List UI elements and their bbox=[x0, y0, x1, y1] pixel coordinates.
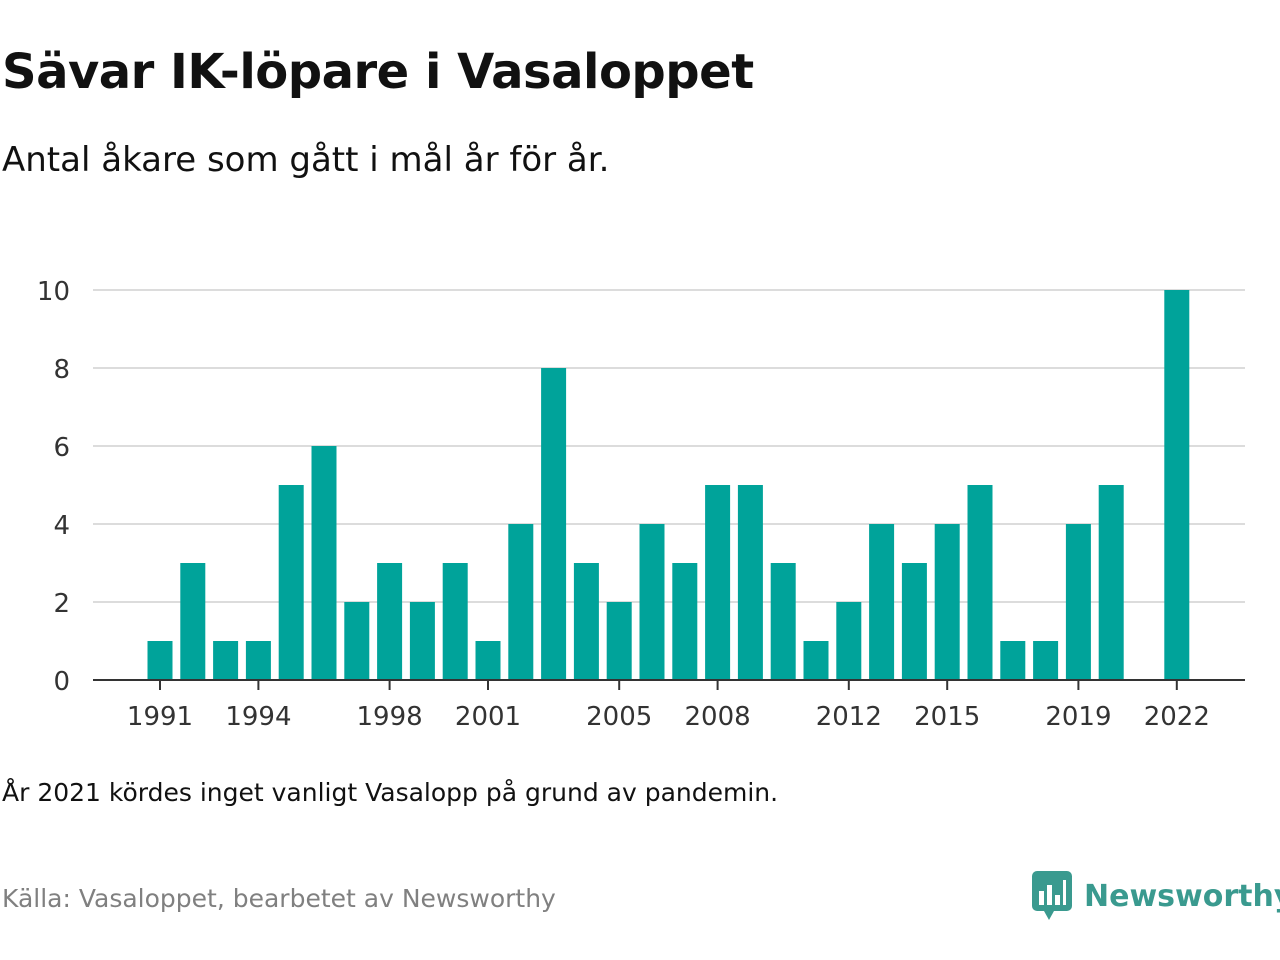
y-tick-label: 6 bbox=[53, 433, 70, 463]
bar bbox=[672, 563, 698, 680]
chart-subtitle: Antal åkare som gått i mål år för år. bbox=[2, 140, 610, 180]
x-tick-label: 1994 bbox=[225, 702, 291, 732]
footnote: År 2021 kördes inget vanligt Vasalopp på… bbox=[2, 778, 779, 807]
bar bbox=[705, 485, 731, 680]
bar bbox=[770, 563, 796, 680]
bar bbox=[344, 602, 370, 680]
x-tick-label: 2015 bbox=[914, 702, 980, 732]
x-tick-label: 2001 bbox=[455, 702, 521, 732]
bar bbox=[409, 602, 435, 680]
source-credit: Källa: Vasaloppet, bearbetet av Newswort… bbox=[2, 884, 556, 913]
bar bbox=[1000, 641, 1026, 680]
y-tick-label: 0 bbox=[53, 667, 70, 697]
x-tick-label: 1991 bbox=[127, 702, 193, 732]
bar bbox=[869, 524, 895, 680]
bar bbox=[1098, 485, 1124, 680]
bar bbox=[901, 563, 927, 680]
bar bbox=[377, 563, 403, 680]
y-tick-label: 8 bbox=[53, 355, 70, 385]
x-tick-label: 2022 bbox=[1144, 702, 1210, 732]
y-tick-label: 2 bbox=[53, 589, 70, 619]
x-tick-label: 2019 bbox=[1045, 702, 1111, 732]
bar bbox=[180, 563, 206, 680]
bar bbox=[639, 524, 665, 680]
bar bbox=[573, 563, 599, 680]
bar bbox=[803, 641, 829, 680]
bar bbox=[213, 641, 239, 680]
bar bbox=[475, 641, 501, 680]
chart-title: Sävar IK-löpare i Vasaloppet bbox=[2, 44, 754, 100]
bar bbox=[1065, 524, 1091, 680]
bar bbox=[508, 524, 534, 680]
x-tick-label: 2012 bbox=[816, 702, 882, 732]
bar bbox=[836, 602, 862, 680]
brand-name: Newsworthy bbox=[1084, 878, 1280, 914]
bar bbox=[278, 485, 304, 680]
x-tick-label: 2008 bbox=[685, 702, 751, 732]
bar bbox=[1164, 290, 1190, 680]
bar bbox=[967, 485, 993, 680]
bar bbox=[442, 563, 468, 680]
bar-chart: 0 2 4 6 8 10 1991 1994 1998 2001 2005 2008 2012 2015 2… bbox=[37, 277, 1245, 732]
bar bbox=[737, 485, 763, 680]
bar bbox=[541, 368, 567, 680]
bar bbox=[311, 446, 337, 680]
y-tick-label: 10 bbox=[37, 277, 70, 307]
bar bbox=[606, 602, 632, 680]
newsworthy-logo: Newsworthy bbox=[1032, 870, 1280, 922]
bar bbox=[934, 524, 960, 680]
y-tick-label: 4 bbox=[53, 511, 70, 541]
bar bbox=[1033, 641, 1059, 680]
x-tick-label: 1998 bbox=[357, 702, 423, 732]
newsworthy-logo-icon bbox=[1032, 871, 1072, 920]
bar bbox=[245, 641, 271, 680]
x-tick-label: 2005 bbox=[586, 702, 652, 732]
bar bbox=[147, 641, 173, 680]
